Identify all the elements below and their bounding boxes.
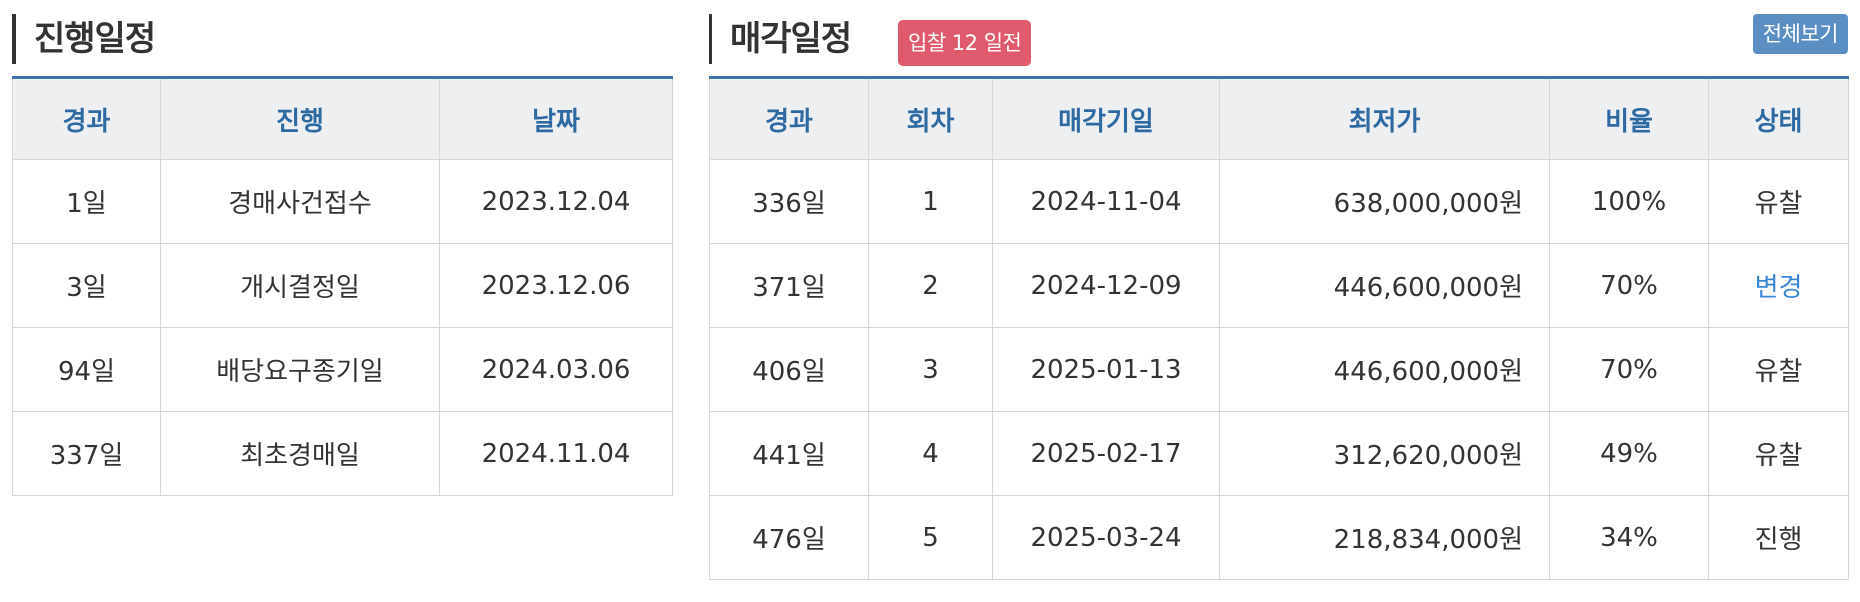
progress-schedule-title: 진행일정 xyxy=(12,14,156,64)
cell-ratio: 70% xyxy=(1549,243,1709,328)
cell-round: 4 xyxy=(868,411,993,496)
cell-date: 2023.12.06 xyxy=(439,243,673,328)
sale-heading-row: 매각일정 입찰 12 일전 전체보기 xyxy=(709,14,1848,66)
cell-sale-date: 2024-12-09 xyxy=(992,243,1220,328)
cell-ratio: 49% xyxy=(1549,411,1709,496)
cell-min-price: 446,600,000원 xyxy=(1219,327,1550,412)
cell-status: 유찰 xyxy=(1708,411,1849,496)
cell-date: 2024.11.04 xyxy=(439,411,673,496)
status-changed-link[interactable]: 변경 xyxy=(1754,273,1803,303)
cell-sale-date: 2025-03-24 xyxy=(992,495,1220,580)
cell-date: 2024.03.06 xyxy=(439,327,673,412)
cell-sale-date: 2025-01-13 xyxy=(992,327,1220,412)
table-header-row: 경과 회차 매각기일 최저가 비율 상태 xyxy=(709,77,1849,160)
cell-elapsed: 406일 xyxy=(709,327,869,412)
sale-schedule-title: 매각일정 xyxy=(709,14,852,64)
cell-round: 5 xyxy=(868,495,993,580)
column-header-status: 상태 xyxy=(1708,77,1849,160)
cell-round: 2 xyxy=(868,243,993,328)
cell-sale-date: 2024-11-04 xyxy=(992,159,1220,244)
cell-elapsed: 337일 xyxy=(12,411,161,496)
cell-elapsed: 1일 xyxy=(12,159,161,244)
column-header-min-price: 최저가 xyxy=(1219,77,1550,160)
table-row: 336일 1 2024-11-04 638,000,000원 100% 유찰 xyxy=(709,159,1849,244)
table-row: 94일 배당요구종기일 2024.03.06 xyxy=(12,327,673,412)
cell-min-price: 218,834,000원 xyxy=(1219,495,1550,580)
cell-min-price: 638,000,000원 xyxy=(1219,159,1550,244)
table-row: 441일 4 2025-02-17 312,620,000원 49% 유찰 xyxy=(709,411,1849,496)
table-row: 337일 최초경매일 2024.11.04 xyxy=(12,411,673,496)
progress-schedule-panel: 진행일정 경과 진행 날짜 1일 경매사건접수 2023.12.04 3일 개시… xyxy=(12,14,673,496)
column-header-elapsed: 경과 xyxy=(12,77,161,160)
cell-event: 경매사건접수 xyxy=(160,159,440,244)
cell-elapsed: 3일 xyxy=(12,243,161,328)
cell-elapsed: 371일 xyxy=(709,243,869,328)
column-header-round: 회차 xyxy=(868,77,993,160)
column-header-date: 날짜 xyxy=(439,77,673,160)
view-all-button[interactable]: 전체보기 xyxy=(1752,14,1848,54)
table-row: 1일 경매사건접수 2023.12.04 xyxy=(12,159,673,244)
cell-round: 3 xyxy=(868,327,993,412)
sale-schedule-table: 경과 회차 매각기일 최저가 비율 상태 336일 1 2024-11-04 6… xyxy=(709,76,1849,580)
column-header-sale-date: 매각기일 xyxy=(992,77,1220,160)
cell-ratio: 100% xyxy=(1549,159,1709,244)
cell-date: 2023.12.04 xyxy=(439,159,673,244)
cell-event: 배당요구종기일 xyxy=(160,327,440,412)
progress-schedule-table: 경과 진행 날짜 1일 경매사건접수 2023.12.04 3일 개시결정일 2… xyxy=(12,76,673,496)
table-row: 3일 개시결정일 2023.12.06 xyxy=(12,243,673,328)
cell-sale-date: 2025-02-17 xyxy=(992,411,1220,496)
cell-round: 1 xyxy=(868,159,993,244)
cell-elapsed: 94일 xyxy=(12,327,161,412)
cell-status: 유찰 xyxy=(1708,159,1849,244)
sale-schedule-panel: 매각일정 입찰 12 일전 전체보기 경과 회차 매각기일 최저가 비율 상태 … xyxy=(709,14,1849,580)
cell-status: 유찰 xyxy=(1708,327,1849,412)
table-row: 476일 5 2025-03-24 218,834,000원 34% 진행 xyxy=(709,495,1849,580)
cell-event: 개시결정일 xyxy=(160,243,440,328)
cell-ratio: 70% xyxy=(1549,327,1709,412)
column-header-elapsed: 경과 xyxy=(709,77,869,160)
table-header-row: 경과 진행 날짜 xyxy=(12,77,673,160)
progress-heading-row: 진행일정 xyxy=(12,14,672,64)
cell-elapsed: 476일 xyxy=(709,495,869,580)
cell-elapsed: 336일 xyxy=(709,159,869,244)
cell-status: 변경 xyxy=(1708,243,1849,328)
cell-min-price: 312,620,000원 xyxy=(1219,411,1550,496)
cell-elapsed: 441일 xyxy=(709,411,869,496)
table-row: 406일 3 2025-01-13 446,600,000원 70% 유찰 xyxy=(709,327,1849,412)
cell-event: 최초경매일 xyxy=(160,411,440,496)
column-header-event: 진행 xyxy=(160,77,440,160)
cell-min-price: 446,600,000원 xyxy=(1219,243,1550,328)
table-row: 371일 2 2024-12-09 446,600,000원 70% 변경 xyxy=(709,243,1849,328)
cell-ratio: 34% xyxy=(1549,495,1709,580)
column-header-ratio: 비율 xyxy=(1549,77,1709,160)
cell-status: 진행 xyxy=(1708,495,1849,580)
bid-countdown-badge: 입찰 12 일전 xyxy=(898,20,1032,66)
